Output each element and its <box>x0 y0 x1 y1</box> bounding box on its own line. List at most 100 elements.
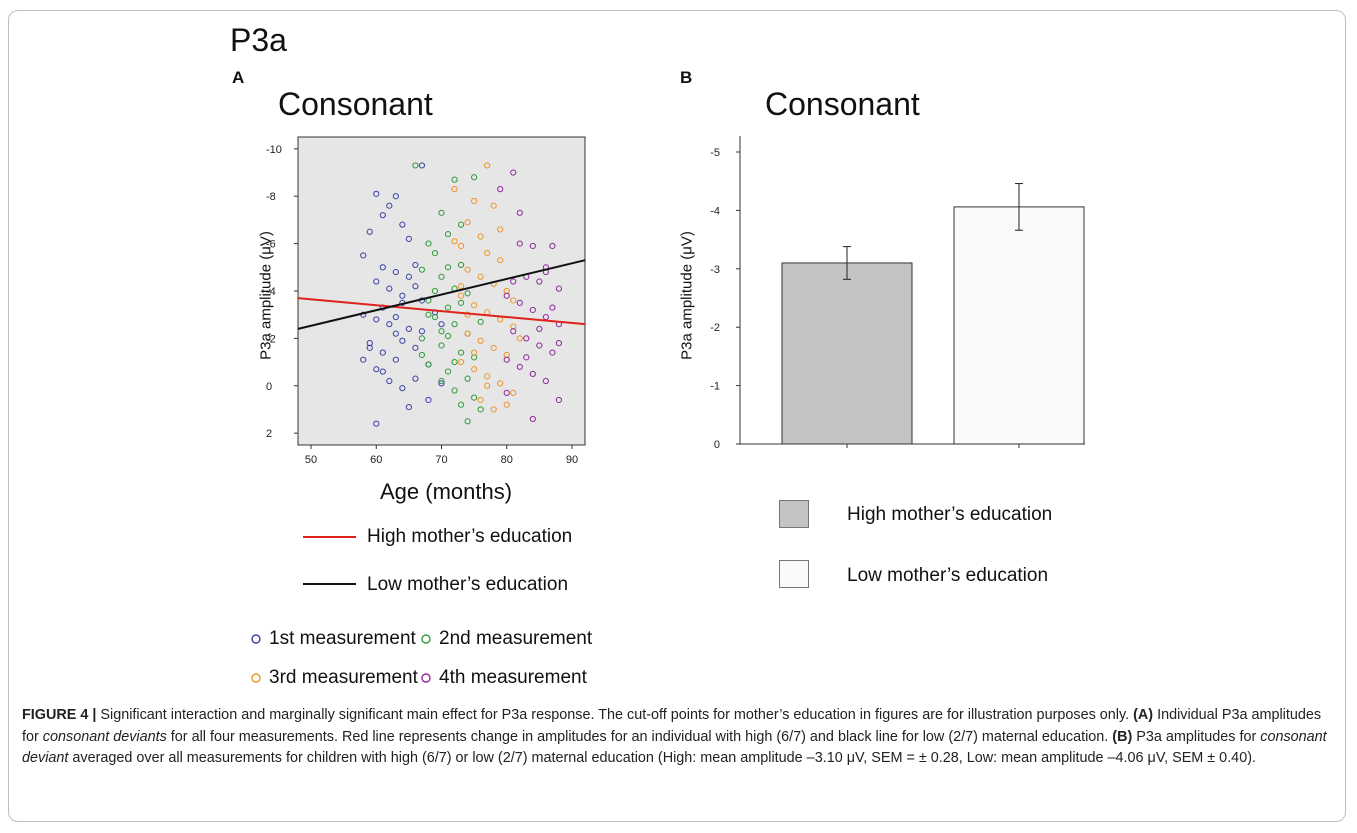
scatter-point-s3-1 <box>451 186 458 193</box>
scatter-point-s4-29 <box>516 240 523 247</box>
panel-a-letter: A <box>232 68 245 87</box>
scatter-point-s2-3 <box>471 174 478 181</box>
scatter-point-s3-33 <box>497 226 504 233</box>
scatter-point-s1-25 <box>386 377 393 385</box>
scatter-point-s2-8 <box>418 266 426 273</box>
scatter-point-s2-27 <box>477 406 484 413</box>
y-tick-label--4: -4 <box>266 286 276 298</box>
scatter-point-s3-18 <box>464 330 471 337</box>
scatter-point-s3-6 <box>457 242 465 250</box>
caption-b-italic: consonant deviant <box>22 728 1327 767</box>
scatter-point-s1-35 <box>412 283 419 290</box>
x-tick-label-50: 50 <box>305 454 317 466</box>
scatter-point-s1-30 <box>405 403 412 411</box>
scatter-point-s3-23 <box>471 366 478 373</box>
figure-caption: FIGURE 4 | Significant interaction and m… <box>22 705 1334 770</box>
scatter-point-s4-25 <box>549 304 556 311</box>
point-legend-1st-label: 1st measurement <box>269 628 416 649</box>
bar-y-tick-label--3: -3 <box>710 264 720 276</box>
legend-marker-4th <box>421 673 431 683</box>
scatter-point-s1-15 <box>373 316 380 323</box>
scatter-point-s1-7 <box>392 268 399 276</box>
bar-legend-low-swatch <box>779 560 809 588</box>
low-education-regression-line <box>297 259 586 330</box>
scatter-point-s4-31 <box>510 278 517 285</box>
y-tick-label-0: 0 <box>266 381 272 393</box>
scatter-point-s1-31 <box>373 420 380 427</box>
scatter-point-s3-19 <box>477 337 484 344</box>
scatter-point-s1-0 <box>373 190 380 197</box>
scatter-point-s2-7 <box>457 261 465 269</box>
scatter-point-s4-17 <box>549 349 556 356</box>
scatter-point-s1-11 <box>405 273 412 280</box>
scatter-point-s4-1 <box>497 186 504 193</box>
scatter-point-s3-24 <box>484 373 491 380</box>
scatter-point-s2-1 <box>451 176 458 183</box>
figure-main-title: P3a <box>230 22 287 58</box>
scatter-point-s2-5 <box>444 231 452 238</box>
scatter-point-s3-25 <box>497 380 504 387</box>
x-tick-label-70: 70 <box>435 454 447 466</box>
line-legend-low-label: Low mother’s education <box>367 574 569 595</box>
bar-y-tick-label--2: -2 <box>710 322 720 334</box>
scatter-point-s1-5 <box>360 252 367 259</box>
scatter-point-s2-38 <box>444 332 452 340</box>
y-tick-label--6: -6 <box>266 239 276 251</box>
scatter-point-s4-20 <box>529 370 536 378</box>
bar-y-tick-label--4: -4 <box>710 205 720 217</box>
scatter-point-s2-17 <box>418 335 426 342</box>
scatter-point-s2-11 <box>464 290 471 297</box>
scatter-point-s1-4 <box>399 221 406 228</box>
scatter-point-s1-3 <box>366 228 373 235</box>
scatter-point-s3-8 <box>497 257 504 264</box>
caption-b-text1: P3a amplitudes for <box>1132 728 1261 745</box>
scatter-point-s2-29 <box>438 328 445 335</box>
scatter-point-s2-28 <box>464 418 471 425</box>
scatter-point-s4-30 <box>555 340 563 347</box>
point-legend-4th-label: 4th measurement <box>439 667 587 688</box>
scatter-point-s1-1 <box>379 212 386 219</box>
scatter-point-s2-15 <box>451 321 458 328</box>
caption-a-italic: consonant deviants <box>42 728 167 745</box>
scatter-point-s1-45 <box>438 321 445 328</box>
scatter-point-s2-30 <box>431 287 439 295</box>
bar-y-tick-label--1: -1 <box>710 381 720 393</box>
scatter-point-s4-27 <box>523 354 530 361</box>
scatter-point-s4-14 <box>510 328 517 335</box>
scatter-point-s2-26 <box>457 401 465 408</box>
scatter-point-s3-0 <box>484 162 491 169</box>
line-legend-high-label: High mother’s education <box>367 526 573 547</box>
legend-marker-1st <box>251 634 261 644</box>
scatter-point-s1-17 <box>392 330 399 337</box>
scatter-point-s1-10 <box>399 292 406 299</box>
bar-legend-low-label: Low mother’s education <box>847 565 1049 586</box>
scatter-point-s1-28 <box>425 396 432 404</box>
scatter-point-s1-33 <box>418 328 426 335</box>
scatter-point-s1-32 <box>392 313 399 321</box>
scatter-point-s3-7 <box>484 249 491 257</box>
scatter-point-s4-11 <box>529 306 536 314</box>
panel-b-ylabel: P3a amplitude (μV) <box>678 231 696 360</box>
charts-svg: 50 60 70 80 90 -10 -8 -6 -4 -2 0 2 0 -1 -2 -3 -4 -5 <box>266 136 1085 466</box>
y-tick-label--2: -2 <box>266 333 276 345</box>
scatter-point-s3-32 <box>451 238 458 245</box>
scatter-point-s4-15 <box>523 335 530 342</box>
scatter-point-s1-2 <box>392 193 399 200</box>
scatter-point-s3-5 <box>477 233 484 240</box>
scatter-point-s3-3 <box>490 202 497 209</box>
scatter-point-s2-31 <box>444 264 452 271</box>
scatter-point-s3-22 <box>457 358 465 366</box>
scatter-point-s4-0 <box>510 169 517 176</box>
scatter-point-s3-14 <box>471 302 478 309</box>
bar-y-tick-label--5: -5 <box>710 147 720 159</box>
scatter-point-s3-13 <box>457 292 465 299</box>
scatter-point-s4-9 <box>503 292 510 299</box>
scatter-point-s2-23 <box>464 375 471 382</box>
scatter-point-s4-3 <box>529 242 536 250</box>
scatter-point-s3-10 <box>477 273 484 280</box>
caption-b-label: (B) <box>1112 728 1133 745</box>
caption-a-label: (A) <box>1133 707 1154 723</box>
scatter-point-s3-29 <box>503 401 510 408</box>
scatter-point-s3-36 <box>510 297 517 304</box>
scatter-point-s1-21 <box>392 356 399 363</box>
